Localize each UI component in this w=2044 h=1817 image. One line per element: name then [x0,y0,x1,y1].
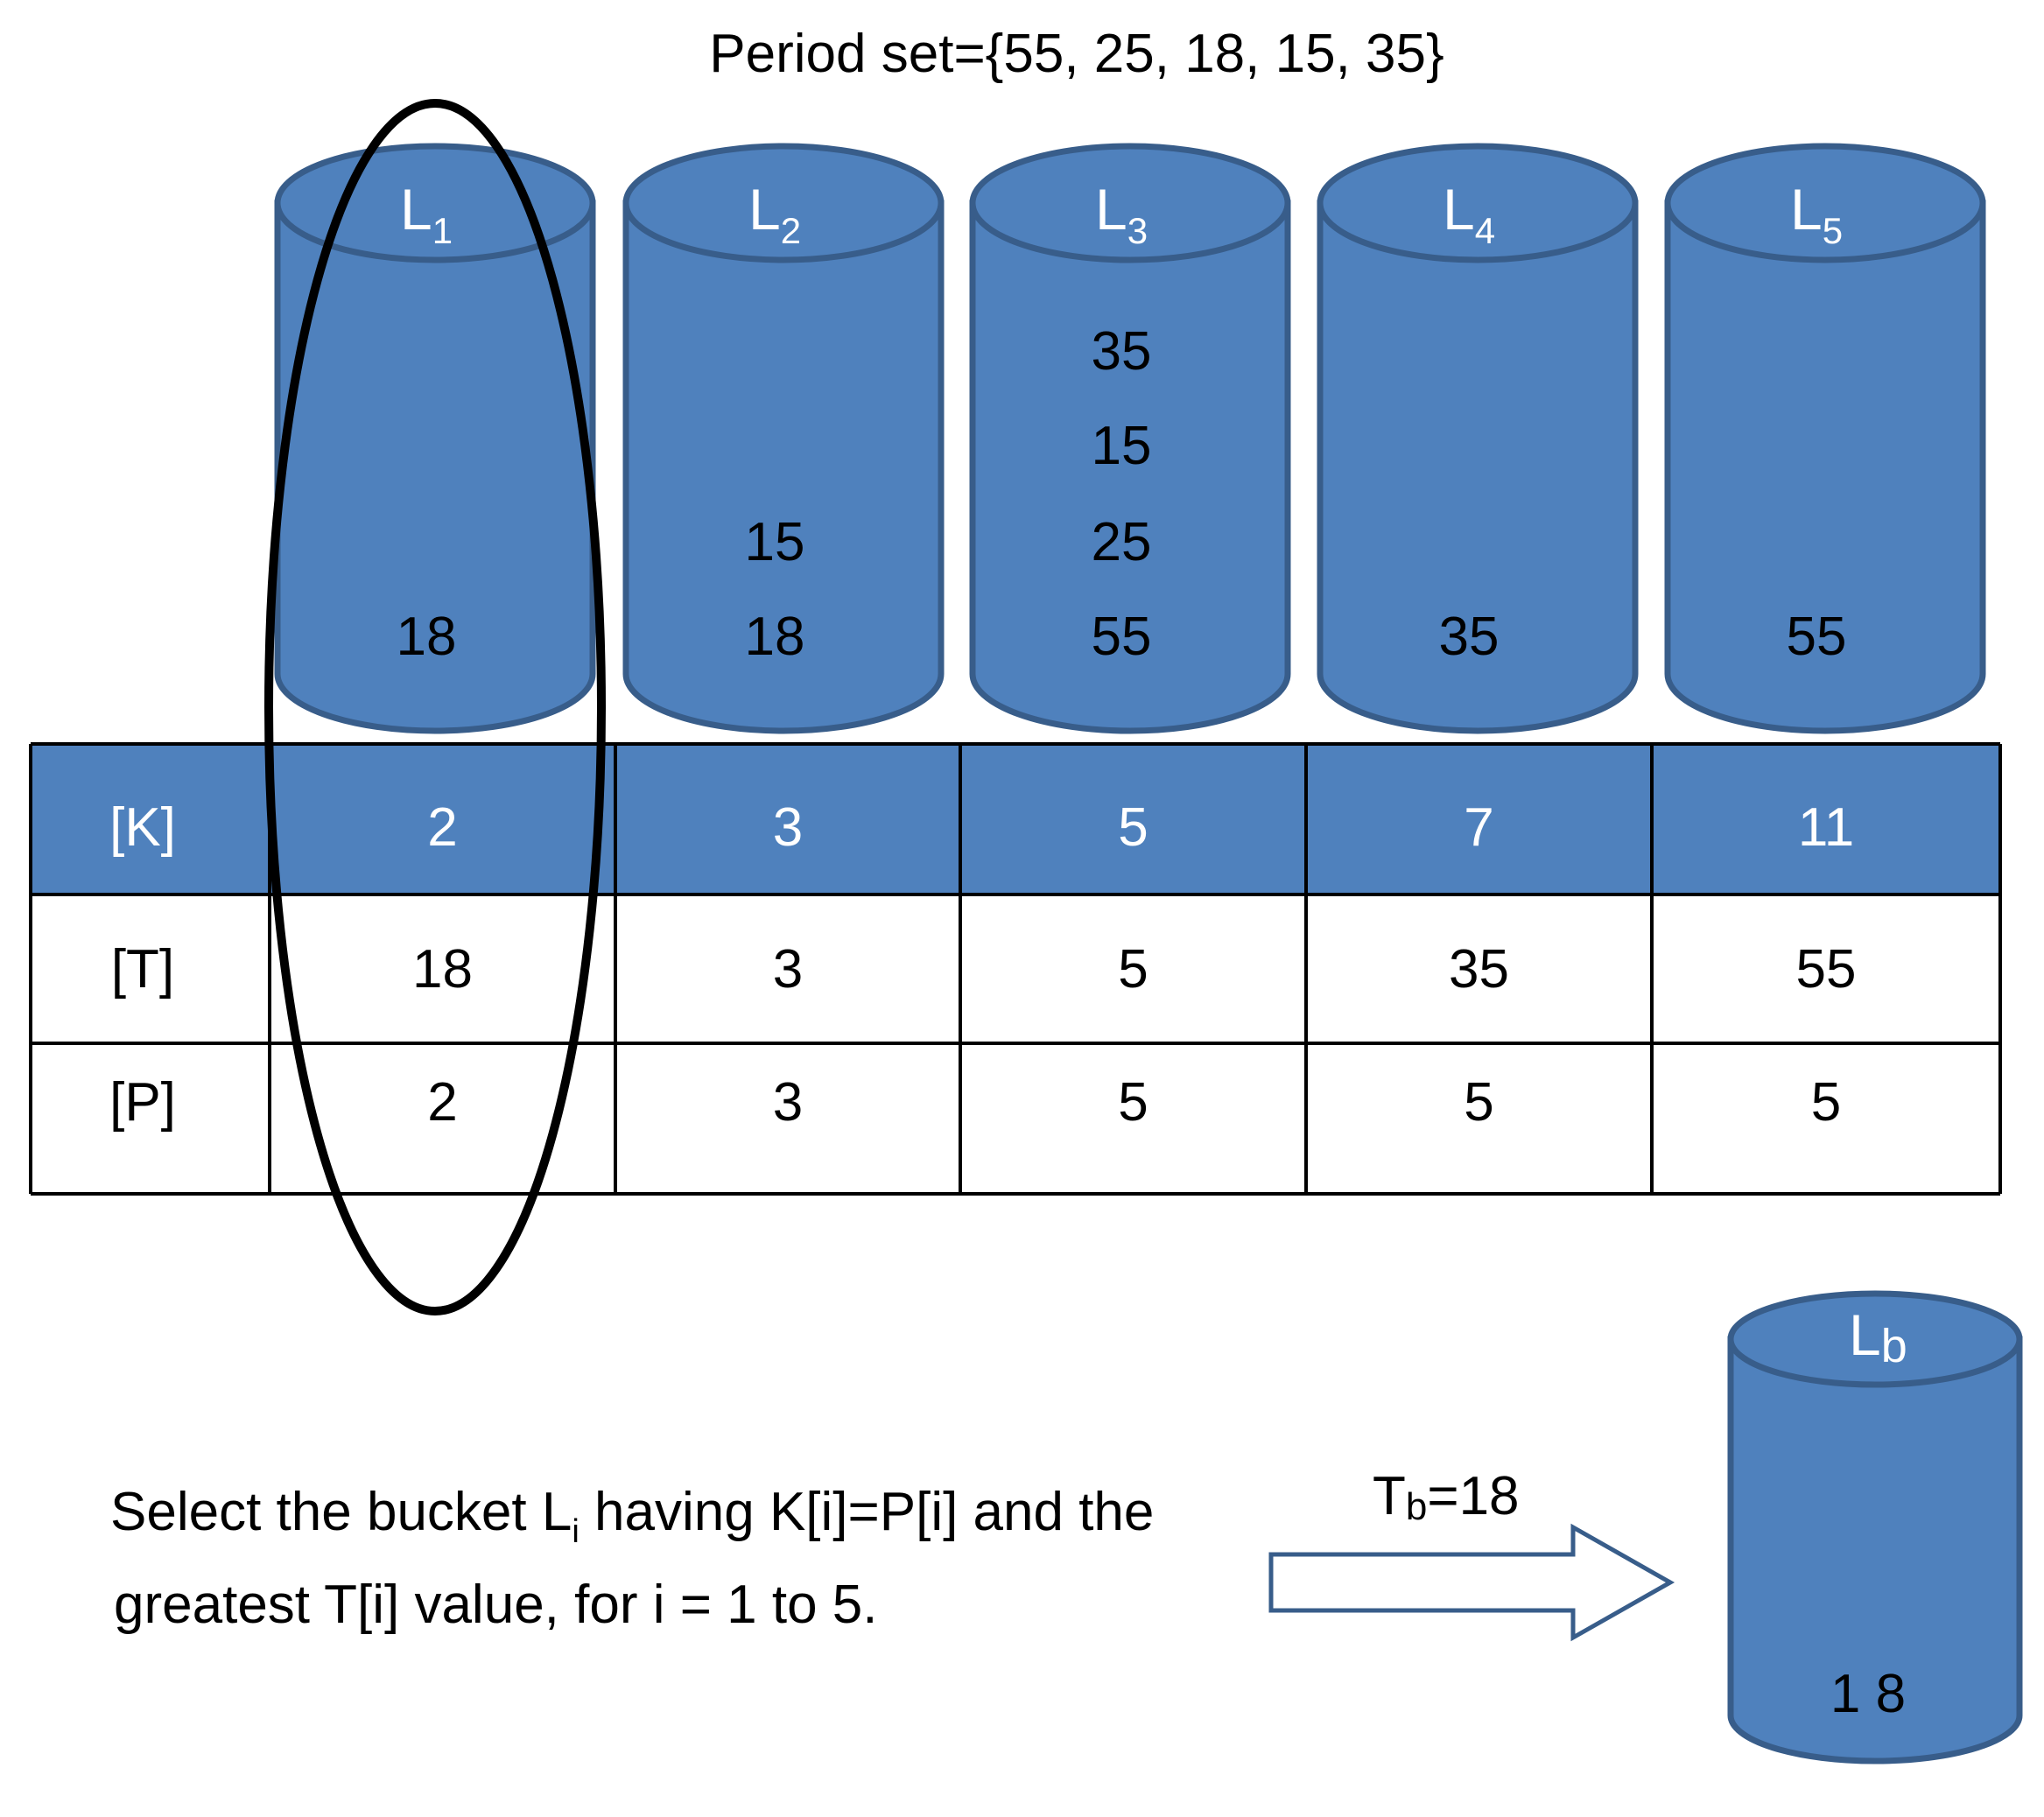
arrow-label: Tb=18 [1373,1466,1520,1528]
bucket-value: 35 [1439,607,1500,667]
table-cell: 11 [1798,797,1854,858]
result-bucket-label-sub: b [1881,1320,1907,1372]
bucket-top [969,143,1291,263]
bucket-value: 25 [1092,512,1152,572]
bucket-label-sub: 2 [781,210,801,251]
result-bucket-value: 1 8 [1830,1664,1906,1724]
table-row-header: [T] [111,939,174,1000]
bucket-4: L4 35 [1317,143,1639,734]
selected-column-ellipse [264,99,606,1315]
bucket-value: 15 [1092,416,1152,476]
bucket-label-main: L [1443,177,1475,242]
bucket-label: L3 [1095,177,1148,251]
bucket-body [1664,200,1986,734]
table-cell: 35 [1449,939,1509,1000]
result-bucket: Lb 1 8 [1727,1290,2023,1764]
bucket-label-main: L [1095,177,1127,242]
bucket-value: 18 [397,607,457,667]
arrow-label-sub: b [1406,1485,1427,1528]
instruction-line-2: greatest T[i] value, for i = 1 to 5. [114,1575,877,1635]
result-bucket-label: Lb [1849,1302,1907,1372]
table-cell: 5 [1811,1072,1841,1133]
instruction-line-1-b: having K[i]=P[i] and the [579,1482,1155,1542]
table-cells: [K] 2 3 5 7 11[T] 18 3 5 35 55[P] 2 3 5 5 5 [109,797,1856,1133]
bucket-label-main: L [748,177,781,242]
arrow-label-rest: =18 [1427,1466,1519,1526]
bucket-value: 15 [745,512,805,572]
right-arrow-icon [1268,1523,1675,1642]
table-cell: 55 [1796,939,1857,1000]
bucket-body [274,200,596,734]
bucket-1: L1 18 [274,143,596,734]
bucket-label-main: L [400,177,432,242]
table-cell: 2 [427,797,457,858]
table-cell: 3 [773,1072,803,1133]
bucket-body [1317,200,1639,734]
bucket-body [622,200,945,734]
table-cell: 3 [773,797,803,858]
table-cell: 5 [1118,939,1148,1000]
result-bucket-label-main: L [1849,1302,1881,1367]
bucket-value: 18 [745,607,805,667]
bucket-top [622,143,945,263]
table-cell: 5 [1464,1072,1493,1133]
table-cell: 5 [1118,1072,1148,1133]
table-cell: 18 [412,939,473,1000]
bucket-top [1664,143,1986,263]
table-row-header: [K] [109,797,176,858]
instruction-line-1-sub: i [572,1513,579,1550]
value-table: [K] 2 3 5 7 11[T] 18 3 5 35 55[P] 2 3 5 5 5 [29,742,2002,1196]
bucket-body [969,200,1291,734]
bucket-label-sub: 1 [432,210,453,251]
bucket-label-sub: 3 [1127,210,1148,251]
table-header-row-bg [31,744,2000,894]
bucket-label-sub: 5 [1823,210,1843,251]
bucket-label-sub: 4 [1475,210,1495,251]
result-bucket-top [1727,1290,2023,1388]
period-set-title: Period set={55, 25, 18, 15, 35} [709,24,1443,84]
bucket-label: L2 [748,177,801,251]
table-grid [29,742,2002,1196]
bucket-label: L5 [1790,177,1843,251]
table-cell: 2 [427,1072,457,1133]
instruction-line-1-a: Select the bucket L [110,1482,572,1542]
bucket-top [1317,143,1639,263]
bucket-label-main: L [1790,177,1823,242]
bucket-value: 55 [1092,607,1152,667]
instruction-line-1: Select the bucket Li having K[i]=P[i] an… [110,1482,1154,1550]
bucket-value: 55 [1787,607,1847,667]
result-bucket-body [1727,1336,2023,1764]
bucket-3: L3 35 15 25 55 [969,143,1291,734]
table-row-header: [P] [109,1072,176,1133]
arrow-label-main: T [1373,1466,1406,1526]
table-cell: 3 [773,939,803,1000]
table-cell: 5 [1118,797,1148,858]
bucket-label: L4 [1443,177,1495,251]
bucket-value: 35 [1092,321,1152,382]
table-cell: 7 [1464,797,1493,858]
bucket-2: L2 15 18 [622,143,945,734]
bucket-label: L1 [400,177,453,251]
